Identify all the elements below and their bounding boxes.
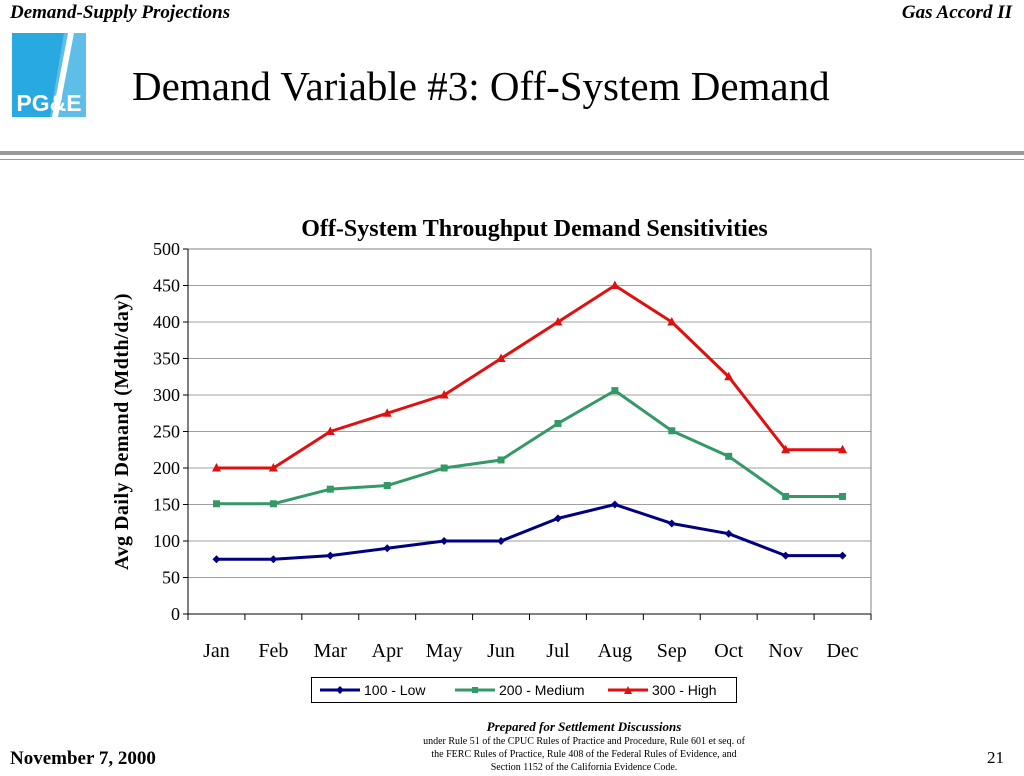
y-tick-label: 450 bbox=[153, 276, 180, 296]
footer-date: November 7, 2000 bbox=[10, 748, 156, 769]
data-point bbox=[838, 551, 847, 560]
series-line-0 bbox=[216, 503, 843, 561]
y-tick-label: 300 bbox=[153, 385, 180, 405]
logo-text: PG&E bbox=[16, 90, 81, 116]
page-number: 21 bbox=[987, 748, 1004, 767]
y-tick-label: 200 bbox=[153, 458, 180, 478]
chart-legend: 100 - Low 200 - Medium 300 - High bbox=[311, 677, 737, 703]
y-tick-label: 100 bbox=[153, 531, 180, 551]
x-tick-label: Apr bbox=[372, 640, 403, 662]
data-point bbox=[781, 551, 790, 560]
x-tick-label: Jan bbox=[203, 640, 230, 662]
data-point bbox=[269, 555, 278, 564]
data-point bbox=[383, 544, 392, 553]
slide-title: Demand Variable #3: Off-System Demand bbox=[132, 63, 830, 109]
y-tick-label: 250 bbox=[153, 422, 180, 442]
header-divider bbox=[0, 151, 1024, 155]
x-tick-label: Aug bbox=[598, 640, 632, 662]
header-right-text: Gas Accord II bbox=[901, 2, 1012, 23]
chart-title: Off-System Throughput Demand Sensitiviti… bbox=[301, 216, 768, 242]
data-point bbox=[268, 463, 278, 472]
y-tick-label: 150 bbox=[153, 495, 180, 515]
data-point bbox=[326, 551, 335, 560]
data-point bbox=[211, 463, 221, 472]
y-axis-label: Avg Daily Demand (Mdth/day) bbox=[111, 293, 133, 570]
data-point bbox=[325, 426, 335, 435]
legend-swatch-low bbox=[320, 686, 360, 694]
x-tick-label: Mar bbox=[314, 640, 348, 662]
legend-swatch-medium bbox=[455, 687, 495, 693]
x-tick-label: Jun bbox=[487, 640, 515, 662]
footer-disclaimer-line: the FERC Rules of Practice, Rule 408 of … bbox=[431, 748, 737, 760]
pge-logo-graphic: PG&E bbox=[16, 33, 86, 117]
data-point bbox=[382, 408, 392, 417]
data-point bbox=[839, 492, 847, 500]
x-tick-label: May bbox=[426, 640, 463, 662]
x-tick-label: Feb bbox=[258, 640, 288, 662]
data-point bbox=[497, 456, 505, 464]
data-point bbox=[610, 500, 619, 509]
data-point bbox=[554, 419, 562, 427]
data-point bbox=[725, 452, 733, 460]
y-tick-label: 350 bbox=[153, 349, 180, 369]
data-point bbox=[667, 519, 676, 528]
data-point bbox=[212, 555, 221, 564]
y-tick-label: 0 bbox=[171, 604, 180, 624]
y-tick-label: 400 bbox=[153, 312, 180, 332]
x-tick-label: Nov bbox=[768, 640, 802, 662]
header-left-text: Demand-Supply Projections bbox=[10, 2, 231, 23]
data-point bbox=[440, 464, 448, 472]
footer-disclaimer: Prepared for Settlement Discussions unde… bbox=[384, 719, 784, 774]
data-point bbox=[269, 500, 277, 508]
data-point bbox=[724, 371, 734, 381]
series-line-1 bbox=[216, 389, 843, 506]
legend-label-low: 100 - Low bbox=[364, 682, 426, 698]
data-point bbox=[724, 529, 733, 538]
data-point bbox=[610, 280, 620, 289]
footer-disclaimer-line: under Rule 51 of the CPUC Rules of Pract… bbox=[423, 735, 745, 747]
x-tick-label: Jul bbox=[546, 640, 570, 662]
data-point bbox=[553, 514, 562, 523]
data-point bbox=[782, 492, 790, 500]
footer-disclaimer-title: Prepared for Settlement Discussions bbox=[486, 719, 682, 734]
header-divider-thin bbox=[0, 159, 1024, 160]
y-tick-label: 500 bbox=[153, 239, 180, 259]
y-tick-label: 50 bbox=[162, 568, 180, 588]
x-tick-label: Dec bbox=[826, 640, 858, 662]
x-tick-label: Oct bbox=[714, 640, 743, 662]
data-point bbox=[668, 427, 676, 435]
legend-label-high: 300 - High bbox=[652, 682, 717, 698]
data-point bbox=[611, 387, 619, 395]
data-point bbox=[439, 390, 449, 399]
x-tick-label: Sep bbox=[657, 640, 687, 662]
pge-logo: PG&E bbox=[12, 33, 86, 117]
data-point bbox=[838, 444, 848, 454]
data-point bbox=[667, 317, 677, 326]
data-point bbox=[440, 537, 449, 545]
legend-label-medium: 200 - Medium bbox=[499, 682, 585, 698]
data-point bbox=[326, 485, 334, 493]
data-point bbox=[496, 353, 506, 362]
footer-disclaimer-line: Section 1152 of the California Evidence … bbox=[490, 761, 678, 773]
data-point bbox=[212, 500, 220, 508]
data-point bbox=[383, 482, 391, 490]
series-line-2 bbox=[216, 284, 843, 470]
data-point bbox=[553, 317, 563, 326]
legend-swatch-high bbox=[608, 686, 648, 694]
line-chart: Off-System Throughput Demand Sensitiviti… bbox=[111, 216, 872, 662]
data-point bbox=[781, 444, 791, 454]
data-point bbox=[497, 537, 506, 545]
